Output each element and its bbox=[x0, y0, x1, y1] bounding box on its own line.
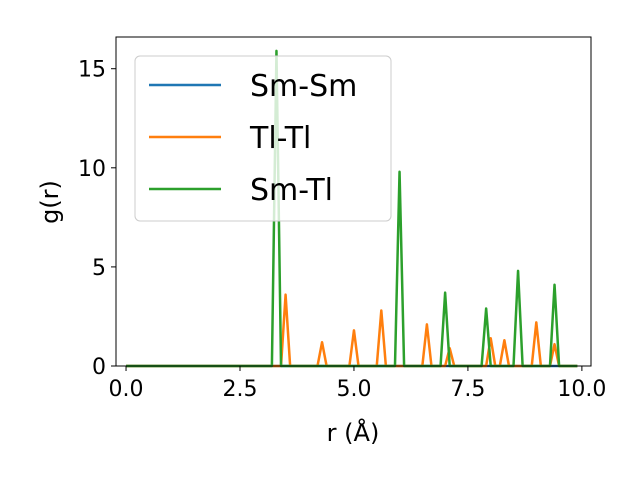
y-axis-label: g(r) bbox=[36, 180, 64, 224]
y-tick-label: 5 bbox=[92, 256, 106, 281]
x-tick-label: 2.5 bbox=[222, 377, 257, 402]
x-axis-label: r (Å) bbox=[327, 418, 380, 447]
x-tick-label: 10.0 bbox=[557, 377, 606, 402]
legend-box bbox=[134, 55, 392, 222]
legend: Sm-Sm Tl-Tl Sm-Tl bbox=[134, 55, 392, 222]
series-line-tl-tl bbox=[126, 293, 578, 368]
y-tick-label: 10 bbox=[78, 157, 106, 182]
legend-label-sm-sm: Sm-Sm bbox=[250, 69, 357, 104]
x-tick-label: 7.5 bbox=[450, 377, 485, 402]
y-axis: 0 5 10 15 bbox=[78, 58, 116, 380]
x-axis: 0.0 2.5 5.0 7.5 10.0 bbox=[109, 366, 606, 402]
legend-label-sm-tl: Sm-Tl bbox=[250, 173, 333, 208]
x-tick-label: 0.0 bbox=[109, 377, 144, 402]
y-tick-label: 15 bbox=[78, 58, 106, 83]
x-tick-label: 5.0 bbox=[336, 377, 371, 402]
legend-label-tl-tl: Tl-Tl bbox=[249, 121, 311, 156]
y-tick-label: 0 bbox=[92, 355, 106, 380]
